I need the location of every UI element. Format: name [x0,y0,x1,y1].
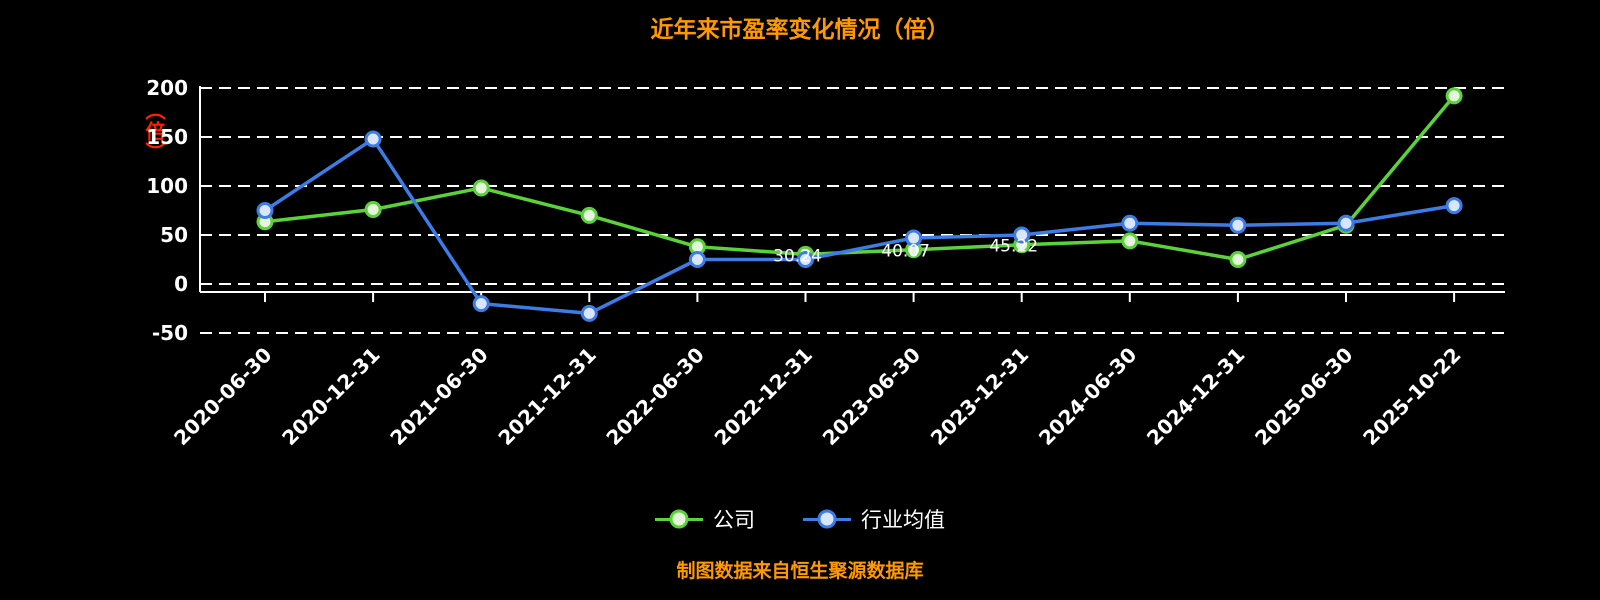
data-point-label: 40.07 [881,242,930,262]
y-axis-tick-label: 100 [146,174,188,198]
x-axis-label: 2022-06-30 [601,343,708,450]
data-point-label: 30.24 [773,246,822,266]
data-point[interactable] [1337,214,1355,232]
legend-label-industry-average: 行业均值 [861,508,945,532]
data-point[interactable] [472,295,490,313]
data-point[interactable] [797,251,814,268]
series-line-公司 [263,94,1456,262]
data-point-label: 45.22 [989,237,1038,257]
data-point[interactable] [1445,87,1463,105]
x-axis-label: 2022-12-31 [710,343,817,450]
data-point[interactable] [905,229,923,247]
x-axis-label: 2023-06-30 [818,343,925,450]
data-point[interactable] [364,130,382,148]
data-point[interactable] [1229,251,1247,268]
data-point[interactable] [472,179,490,197]
legend-label-company: 公司 [713,508,755,532]
chart-legend: 公司 行业均值 [0,504,1600,534]
data-point[interactable] [256,202,274,219]
y-axis-tick-label: -50 [152,321,188,345]
industry-series-marker-icon [803,509,851,529]
legend-item-industry-average[interactable]: 行业均值 [803,504,945,534]
y-axis-unit-label: （倍） [142,100,166,163]
x-axis-label: 2021-12-31 [493,343,600,450]
data-point[interactable] [1121,214,1139,232]
x-axis-label: 2025-06-30 [1250,343,1357,450]
company-series-marker-icon [655,509,703,529]
data-point[interactable] [1013,226,1031,244]
industry-series-dot-icon [817,509,837,529]
y-axis-tick-label: 150 [146,125,188,149]
data-point[interactable] [1121,232,1139,250]
data-point[interactable] [1229,216,1247,234]
data-point[interactable] [364,201,382,219]
x-axis-label: 2020-06-30 [169,343,276,450]
legend-item-company[interactable]: 公司 [655,504,755,534]
chart-title: 近年来市盈率变化情况（倍） [650,17,950,43]
y-axis-tick-label: 50 [160,223,188,247]
x-axis-label: 2021-06-30 [385,343,492,450]
x-axis-label: 2024-12-31 [1142,343,1249,450]
data-point[interactable] [580,206,598,224]
x-axis-label: 2020-12-31 [277,343,384,450]
y-axis-tick-label: 0 [174,272,188,296]
data-source-note: 制图数据来自恒生聚源数据库 [676,560,924,582]
x-axis-label: 2025-10-22 [1358,343,1465,450]
data-point[interactable] [1445,197,1463,215]
y-axis-tick-label: 200 [146,76,188,100]
series-line-行业均值 [263,137,1456,316]
data-point[interactable] [580,304,598,322]
x-axis-label: 2023-12-31 [926,343,1033,450]
company-series-dot-icon [669,509,689,529]
x-axis-label: 2024-06-30 [1034,343,1141,450]
data-point[interactable] [688,251,706,268]
